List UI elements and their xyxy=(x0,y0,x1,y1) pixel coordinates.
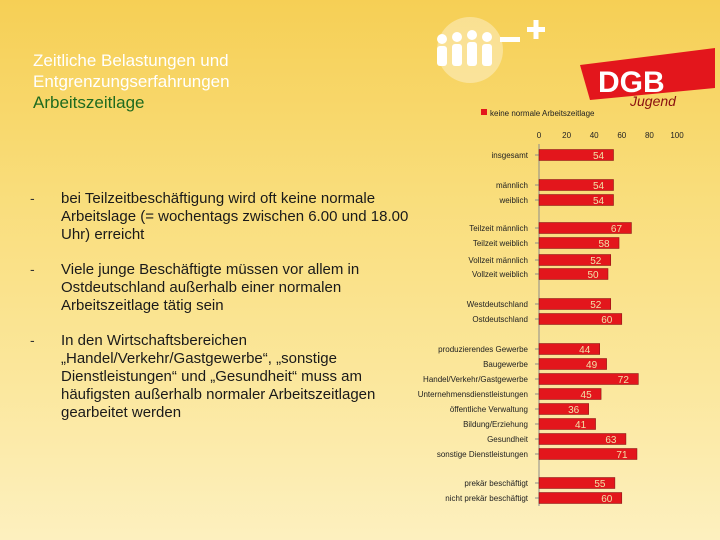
bar xyxy=(538,222,632,234)
title-line-2: Entgrenzungserfahrungen xyxy=(33,72,230,91)
bar xyxy=(538,388,602,400)
bar xyxy=(538,179,614,191)
bullet-dash: - xyxy=(30,332,35,348)
category-label: Teilzeit weiblich xyxy=(473,239,528,248)
bar xyxy=(538,373,639,385)
bar xyxy=(538,477,616,489)
bar xyxy=(538,358,607,370)
data-label: 54 xyxy=(593,181,605,192)
x-tick-label: 60 xyxy=(617,131,626,140)
bar xyxy=(538,418,596,430)
bar xyxy=(538,149,614,161)
bar xyxy=(538,343,600,355)
x-tick-label: 100 xyxy=(670,131,684,140)
x-tick-label: 0 xyxy=(537,131,542,140)
slide-subtitle: Arbeitszeitlage xyxy=(33,93,145,112)
data-label: 45 xyxy=(581,390,593,401)
logo-red-shape xyxy=(580,48,715,100)
logo-jugend-text: Jugend xyxy=(629,93,677,109)
data-label: 41 xyxy=(575,420,587,431)
x-tick-label: 20 xyxy=(562,131,571,140)
data-label: 67 xyxy=(611,224,623,235)
category-label: insgesamt xyxy=(492,151,529,160)
data-label: 60 xyxy=(601,494,613,505)
bullet-text: In den Wirtschaftsbereichen „Handel/Verk… xyxy=(61,332,376,421)
category-label: prekär beschäftigt xyxy=(464,479,528,488)
bullet-text: Viele junge Beschäftigte müssen vor alle… xyxy=(61,261,360,314)
title-line-1: Zeitliche Belastungen und xyxy=(33,51,229,70)
bullet-dash: - xyxy=(30,261,35,277)
x-tick-label: 80 xyxy=(645,131,654,140)
bar xyxy=(538,254,612,266)
category-label: Handel/Verkehr/Gastgewerbe xyxy=(423,375,529,384)
category-label: männlich xyxy=(496,181,528,190)
category-label: Vollzeit weiblich xyxy=(472,270,528,279)
data-label: 44 xyxy=(579,345,591,356)
category-label: nicht prekär beschäftigt xyxy=(445,494,528,503)
data-label: 36 xyxy=(568,405,580,416)
bar xyxy=(538,492,623,504)
legend-swatch xyxy=(481,109,487,115)
x-tick-label: 40 xyxy=(590,131,599,140)
slide-title: Zeitliche Belastungen und Entgrenzungser… xyxy=(33,50,393,113)
data-label: 54 xyxy=(593,151,605,162)
logo-dgb-text: DGB xyxy=(598,66,665,99)
legend-label: keine normale Arbeitszeitlage xyxy=(490,109,595,118)
people-icon xyxy=(437,17,503,83)
bar xyxy=(538,448,638,460)
bar xyxy=(538,298,612,310)
bullet-dash: - xyxy=(30,190,35,206)
category-label: Teilzeit männlich xyxy=(469,224,528,233)
data-label: 60 xyxy=(601,315,613,326)
data-label: 55 xyxy=(594,479,606,490)
data-label: 50 xyxy=(587,270,599,281)
data-label: 52 xyxy=(590,300,602,311)
bullet-text: bei Teilzeitbeschäftigung wird oft keine… xyxy=(61,190,409,243)
bar xyxy=(538,194,614,206)
bar xyxy=(538,237,620,249)
category-label: weiblich xyxy=(499,196,528,205)
bar xyxy=(538,268,609,280)
category-label: Gesundheit xyxy=(487,435,529,444)
category-label: Unternehmensdienstleistungen xyxy=(418,390,528,399)
bar xyxy=(538,313,623,325)
data-label: 58 xyxy=(598,239,610,250)
data-label: 63 xyxy=(605,435,617,446)
data-label: 54 xyxy=(593,196,605,207)
category-label: öffentliche Verwaltung xyxy=(450,405,528,414)
data-label: 72 xyxy=(618,375,630,386)
category-label: Vollzeit männlich xyxy=(468,256,528,265)
category-label: Baugewerbe xyxy=(483,360,528,369)
bar xyxy=(538,403,589,415)
data-label: 71 xyxy=(616,450,628,461)
data-label: 49 xyxy=(586,360,598,371)
category-label: Westdeutschland xyxy=(467,300,528,309)
dgb-jugend-logo: DGB Jugend xyxy=(437,17,715,109)
category-label: Bildung/Erziehung xyxy=(463,420,528,429)
category-label: Ostdeutschland xyxy=(472,315,528,324)
minus-plus-icon xyxy=(500,20,545,42)
category-label: sonstige Dienstleistungen xyxy=(437,450,528,459)
data-label: 52 xyxy=(590,256,602,267)
category-label: produzierendes Gewerbe xyxy=(438,345,528,354)
bar xyxy=(538,433,627,445)
